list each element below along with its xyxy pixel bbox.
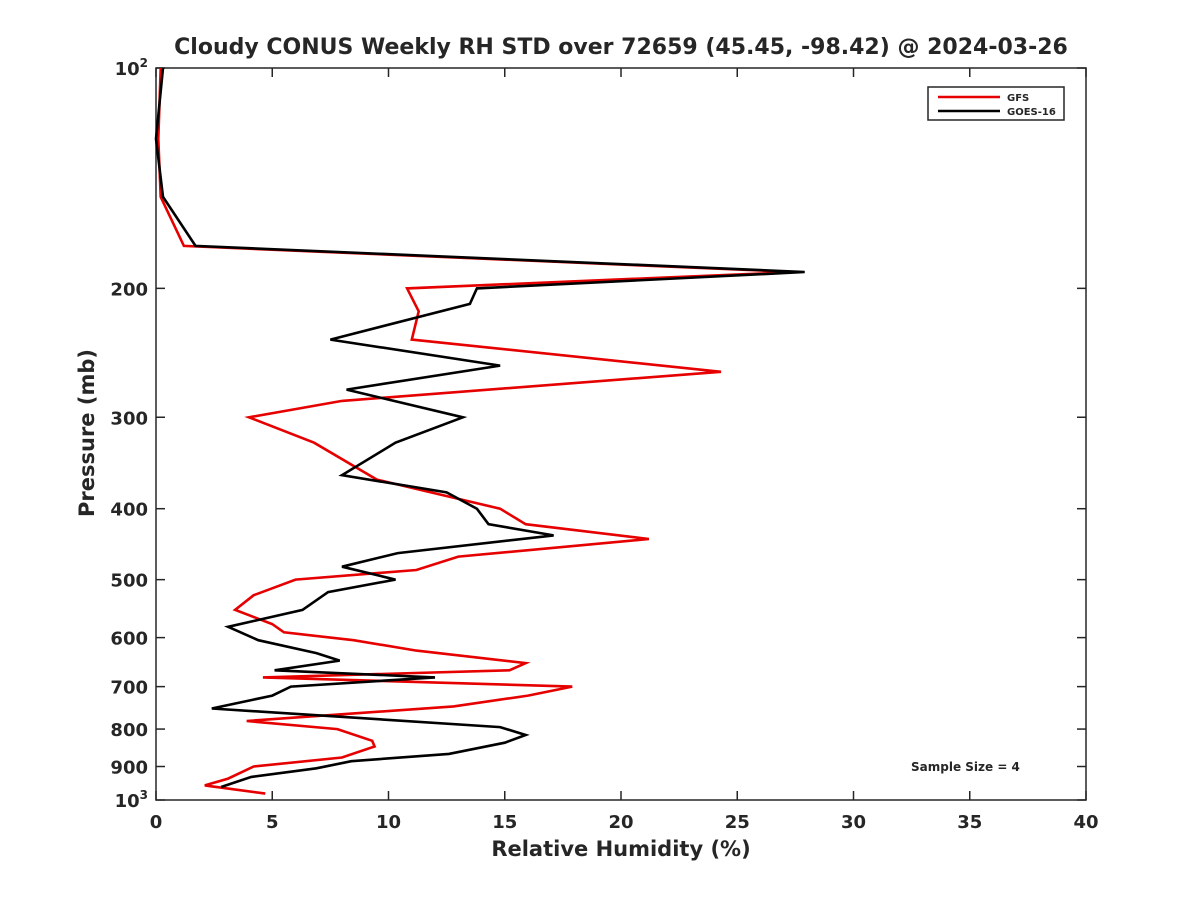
- x-tick-label: 10: [376, 812, 401, 833]
- y-tick-label: 800: [110, 720, 148, 741]
- y-axis-label: Pressure (mb): [75, 349, 99, 517]
- y-tick-label: 103: [115, 788, 148, 812]
- series-line-gfs: [156, 67, 796, 795]
- y-tick-label: 600: [110, 629, 148, 650]
- y-tick-label: 500: [110, 571, 148, 592]
- legend-label: GFS: [1007, 93, 1029, 104]
- y-tick-label: 200: [110, 279, 148, 300]
- series-layer: [154, 67, 805, 795]
- x-tick-label: 15: [492, 812, 517, 833]
- y-tick-label: 900: [110, 758, 148, 779]
- y-tick-base: 10: [115, 791, 140, 812]
- x-tick-label: 30: [841, 812, 866, 833]
- x-tick-label: 25: [725, 812, 750, 833]
- y-tick-base: 10: [115, 59, 140, 80]
- x-axis: 0 5 10 15 20 25 30 35 40: [150, 68, 1099, 833]
- x-axis-label: Relative Humidity (%): [491, 837, 750, 861]
- sample-size-annotation: Sample Size = 4: [911, 760, 1020, 774]
- legend-label: GOES-16: [1007, 107, 1056, 118]
- x-tick-label: 5: [266, 812, 279, 833]
- x-tick-label: 20: [608, 812, 633, 833]
- x-tick-label: 35: [957, 812, 982, 833]
- y-tick-exponent: 2: [140, 56, 148, 70]
- x-tick-label: 40: [1073, 812, 1098, 833]
- chart-title: Cloudy CONUS Weekly RH STD over 72659 (4…: [174, 35, 1068, 60]
- x-tick-label: 0: [150, 812, 163, 833]
- y-tick-exponent: 3: [140, 788, 148, 802]
- y-tick-label: 400: [110, 500, 148, 521]
- legend-box: [927, 86, 1065, 121]
- y-tick-label: 300: [110, 408, 148, 429]
- series-line-goes-16: [154, 67, 805, 789]
- y-tick-label: 700: [110, 678, 148, 699]
- y-tick-label: 102: [115, 56, 148, 80]
- legend: GFS GOES-16: [927, 86, 1065, 121]
- plot-frame: [155, 67, 1087, 801]
